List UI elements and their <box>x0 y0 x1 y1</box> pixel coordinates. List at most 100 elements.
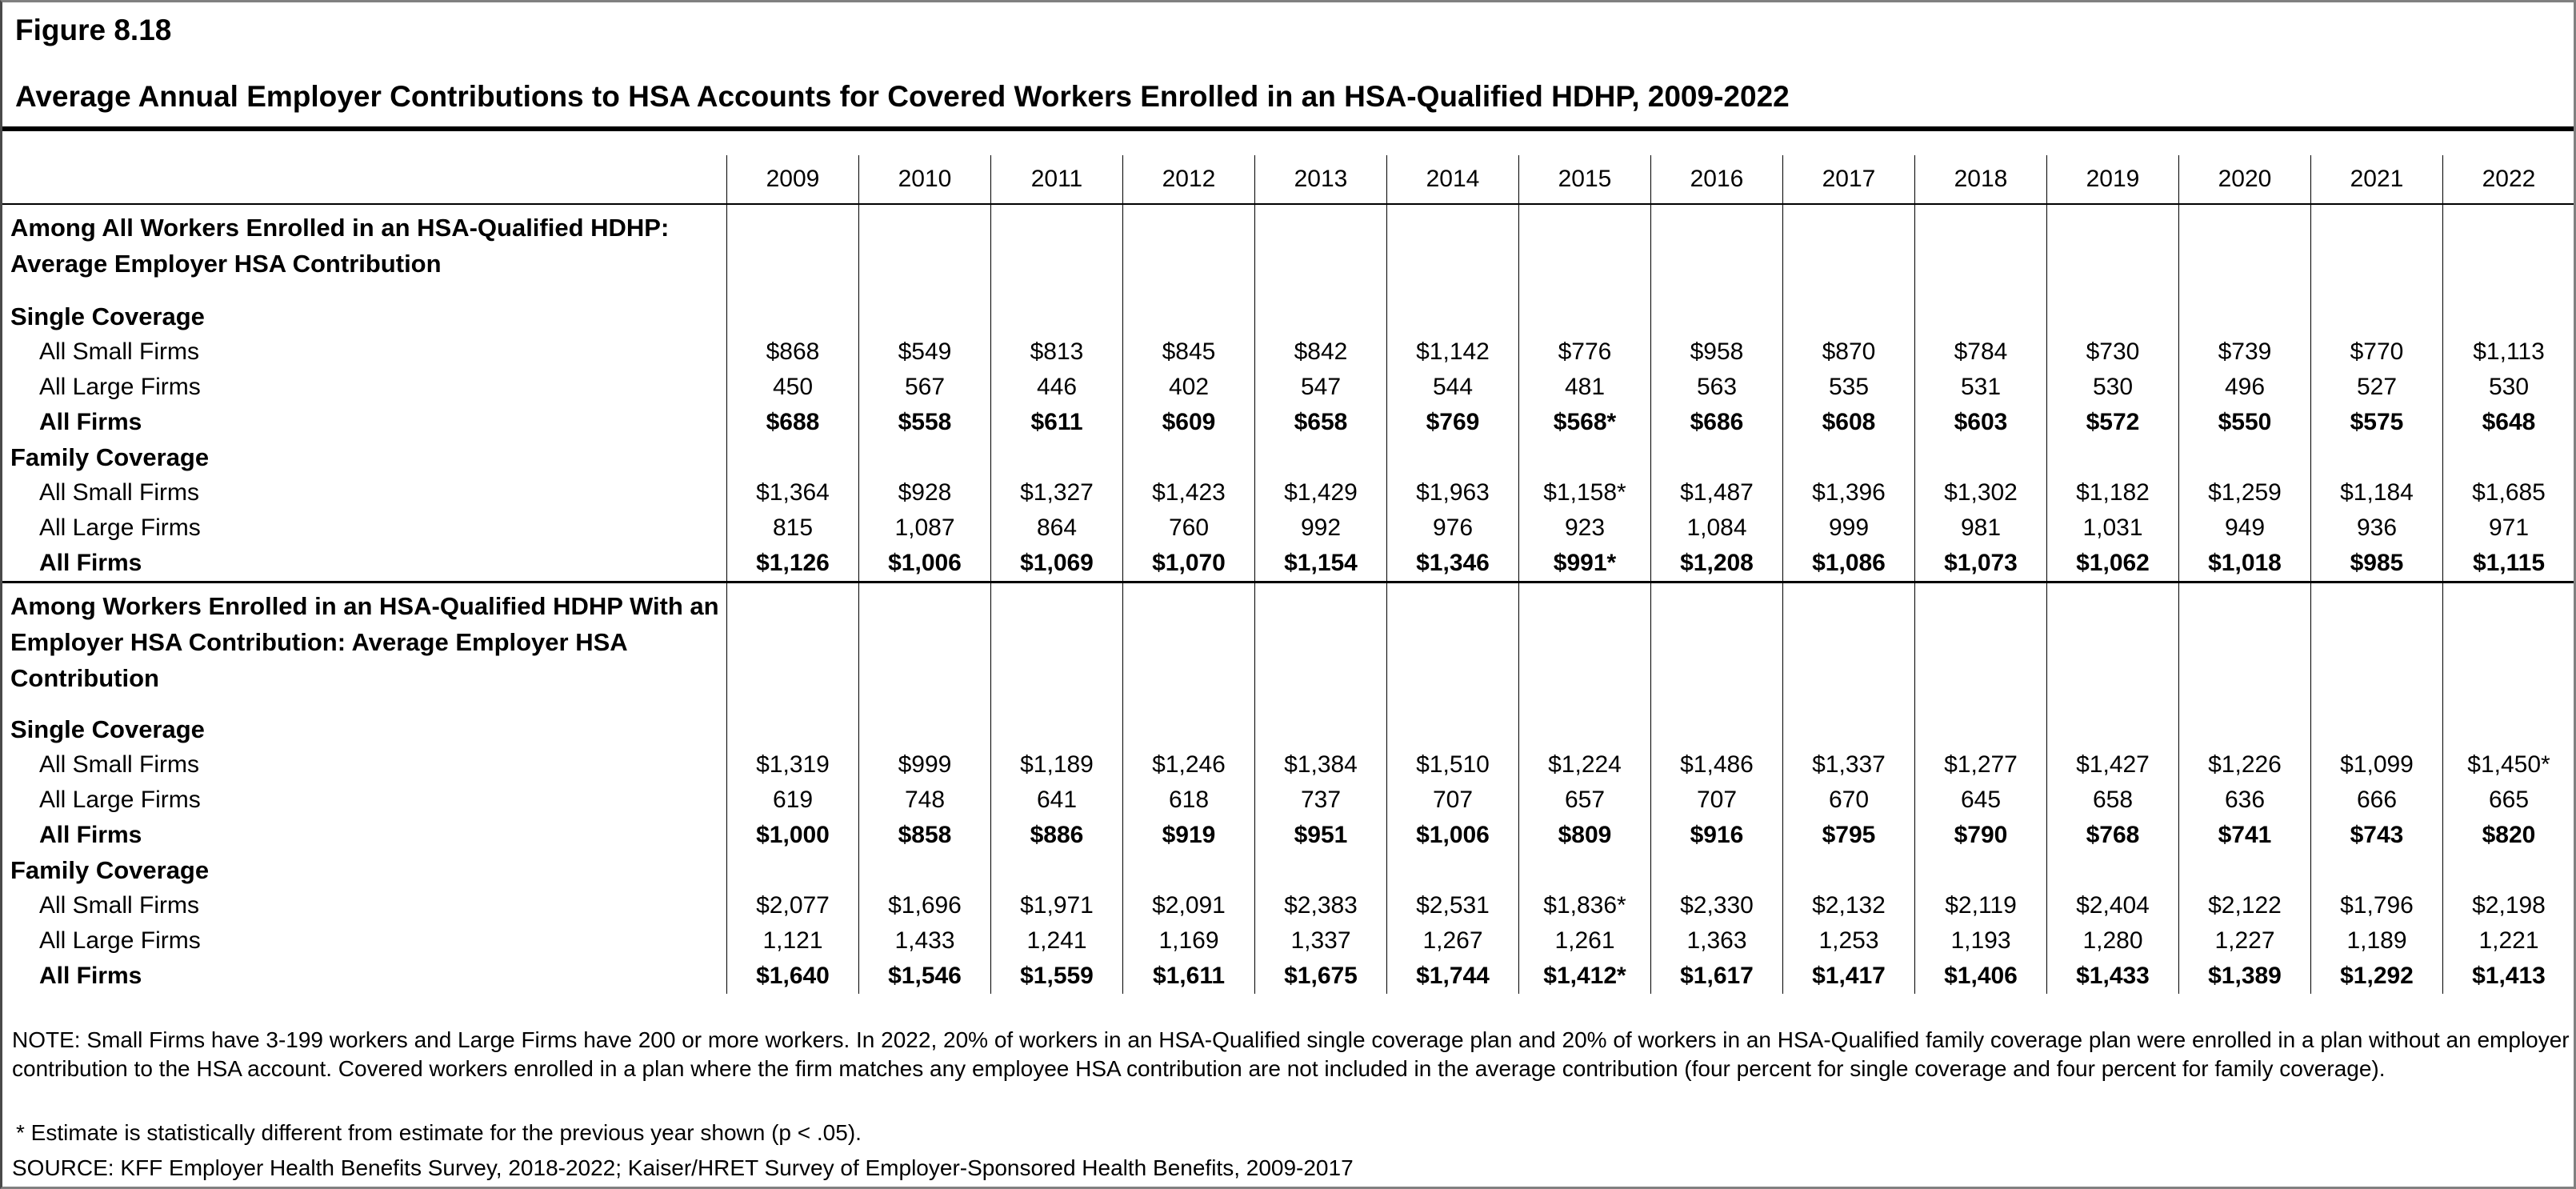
data-cell: $1,189 <box>1020 751 1094 778</box>
data-cell: $686 <box>1690 409 1744 435</box>
row-label: All Large Firms <box>39 514 201 541</box>
data-cell-empty <box>2311 853 2442 888</box>
column-spacer <box>1783 205 1914 299</box>
year-data-column: $776 481 $568* $1,158* 923 $991* <box>1518 205 1650 581</box>
data-cell: 1,121 <box>762 927 823 954</box>
data-cell: $1,685 <box>2472 479 2546 506</box>
data-cell: $790 <box>1954 822 2008 848</box>
section-header-line: Contribution <box>10 664 159 692</box>
data-cell: $1,158* <box>1543 479 1626 506</box>
notes-block: NOTE: Small Firms have 3-199 workers and… <box>12 1026 2574 1183</box>
data-cell: 976 <box>1432 514 1474 541</box>
data-cell-empty <box>1783 712 1914 747</box>
year-data-column: $842 547 $658 $1,429 992 $1,154 <box>1254 205 1386 581</box>
data-cell: $609 <box>1162 409 1216 435</box>
data-cell: $1,069 <box>1020 550 1094 576</box>
column-spacer <box>1519 205 1650 299</box>
year-header-cell: 2015 <box>1518 155 1650 203</box>
column-spacer <box>1651 205 1782 299</box>
data-cell: $1,412* <box>1543 963 1626 989</box>
data-cell: $916 <box>1690 822 1744 848</box>
data-cell: $985 <box>2350 550 2404 576</box>
row-label: All Large Firms <box>39 787 201 813</box>
data-cell: 567 <box>904 374 946 400</box>
data-cell-empty <box>991 440 1122 475</box>
data-cell: $1,675 <box>1284 963 1358 989</box>
column-spacer <box>1123 205 1254 299</box>
data-cell: $776 <box>1558 338 1612 365</box>
data-cell-empty <box>1519 440 1650 475</box>
data-cell-empty <box>1255 712 1386 747</box>
data-cell: 563 <box>1696 374 1738 400</box>
data-cell: 1,169 <box>1158 927 1219 954</box>
year-header-cell: 2020 <box>2178 155 2310 203</box>
column-spacer <box>991 583 1122 712</box>
data-cell: 737 <box>1300 787 1342 813</box>
data-cell: 1,241 <box>1026 927 1087 954</box>
year-data-column: $813 446 $611 $1,327 864 $1,069 <box>990 205 1122 581</box>
data-cell: $558 <box>898 409 952 435</box>
data-cell: $1,640 <box>756 963 830 989</box>
year-data-column: $1,486 707 $916 $2,330 1,363 $1,617 <box>1650 583 1782 994</box>
data-cell: $1,487 <box>1680 479 1754 506</box>
data-cell: $770 <box>2350 338 2404 365</box>
data-cell-empty <box>727 440 858 475</box>
data-cell: 402 <box>1168 374 1210 400</box>
data-cell-empty <box>1519 299 1650 334</box>
year-data-column: $999 748 $858 $1,696 1,433 $1,546 <box>858 583 990 994</box>
column-spacer <box>2311 205 2442 299</box>
data-cell: $1,142 <box>1416 338 1490 365</box>
data-cell-empty <box>1123 853 1254 888</box>
data-cell: 992 <box>1300 514 1342 541</box>
data-cell: 1,433 <box>894 927 955 954</box>
data-cell: $1,224 <box>1548 751 1622 778</box>
data-cell-empty <box>2047 440 2178 475</box>
year-header-cell: 2017 <box>1782 155 1914 203</box>
data-cell: $743 <box>2350 822 2404 848</box>
data-cell: $572 <box>2086 409 2140 435</box>
column-spacer <box>2443 205 2574 299</box>
data-cell: $845 <box>1162 338 1216 365</box>
note-text-line-1: NOTE: Small Firms have 3-199 workers and… <box>12 1027 2570 1052</box>
data-cell-empty <box>1651 299 1782 334</box>
data-cell: $1,086 <box>1812 550 1886 576</box>
data-cell: 999 <box>1828 514 1870 541</box>
header-row-gap <box>2 696 726 712</box>
data-cell: $1,486 <box>1680 751 1754 778</box>
data-cell-empty <box>727 712 858 747</box>
column-spacer <box>1387 205 1518 299</box>
data-cell: 658 <box>2092 787 2134 813</box>
year-data-column: $1,246 618 $919 $2,091 1,169 $1,611 <box>1122 583 1254 994</box>
data-cell: $870 <box>1822 338 1876 365</box>
data-cell-empty <box>1255 440 1386 475</box>
data-cell: $1,208 <box>1680 550 1754 576</box>
data-cell: $1,302 <box>1944 479 2018 506</box>
data-cell: $951 <box>1294 822 1348 848</box>
data-cell-empty <box>2179 440 2310 475</box>
data-cell-empty <box>2311 299 2442 334</box>
data-cell-empty <box>991 299 1122 334</box>
data-cell-empty <box>1915 853 2046 888</box>
row-label: All Small Firms <box>39 892 199 919</box>
data-cell-empty <box>1387 440 1518 475</box>
data-cell: 949 <box>2224 514 2266 541</box>
year-header-cell: 2009 <box>726 155 858 203</box>
data-cell: 481 <box>1564 374 1606 400</box>
column-spacer <box>2179 205 2310 299</box>
data-cell: $1,246 <box>1152 751 1226 778</box>
data-cell: $2,198 <box>2472 892 2546 919</box>
data-cell-empty <box>2047 299 2178 334</box>
data-cell: $1,154 <box>1284 550 1358 576</box>
data-cell: $2,122 <box>2208 892 2282 919</box>
data-cell-empty <box>1387 712 1518 747</box>
data-cell-empty <box>1123 299 1254 334</box>
column-spacer <box>859 205 990 299</box>
data-cell: 531 <box>1960 374 2002 400</box>
column-spacer <box>991 205 1122 299</box>
column-spacer <box>2047 583 2178 712</box>
data-cell: $1,062 <box>2076 550 2150 576</box>
row-label: All Small Firms <box>39 751 199 778</box>
data-cell: 665 <box>2488 787 2530 813</box>
data-cell: $550 <box>2218 409 2272 435</box>
data-cell: $549 <box>898 338 952 365</box>
